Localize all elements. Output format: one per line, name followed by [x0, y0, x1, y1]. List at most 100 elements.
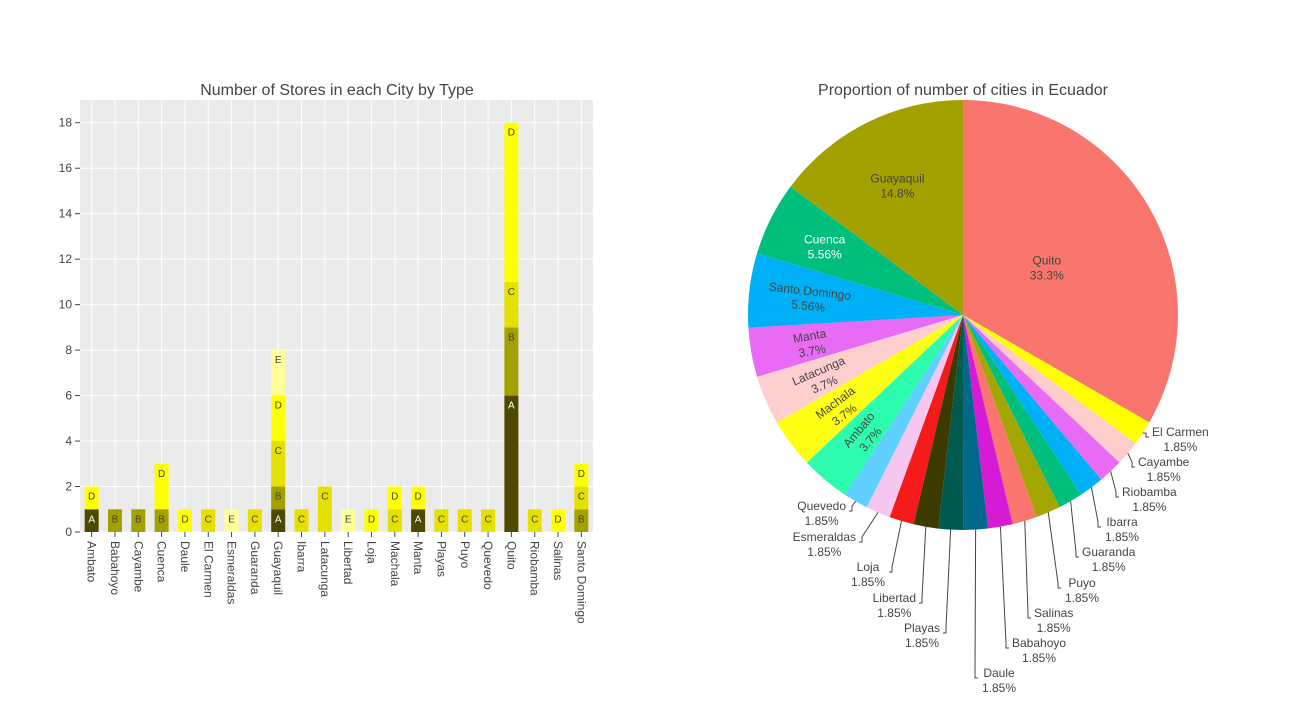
x-tick-label: Babahoyo [108, 541, 122, 595]
bar-segment [387, 486, 402, 510]
pie-slice-percent: 1.85% [877, 606, 911, 620]
pie-slice-percent: 1.85% [1132, 500, 1166, 514]
y-tick-label: 14 [59, 207, 73, 221]
pie-slice-percent: 3.7% [797, 342, 827, 361]
pie-slice [963, 315, 1136, 463]
pie-slice-percent: 1.85% [1037, 621, 1071, 635]
bar-segment-label: D [88, 492, 95, 503]
y-tick-label: 6 [65, 389, 72, 403]
pie-slice-percent: 1.85% [1065, 591, 1099, 605]
x-tick-label: Cuenca [155, 541, 169, 583]
bar-segment [551, 509, 566, 532]
pie-slice-label: El Carmen [1152, 425, 1209, 439]
bar-segment [527, 509, 542, 532]
bar-segment-label: B [135, 514, 142, 525]
bar-segment [574, 509, 589, 532]
bar-segment [504, 122, 519, 282]
pie-slice-label: Puyo [1068, 576, 1096, 590]
pie-slice-label: Quevedo [797, 499, 846, 513]
pie-slice-percent: 14.8% [880, 186, 914, 200]
pie-slice [757, 315, 963, 423]
y-tick-label: 18 [59, 116, 73, 130]
pie-slice-percent: 1.85% [805, 514, 839, 528]
x-tick-label: Quito [504, 541, 518, 570]
pie-slice [757, 186, 963, 315]
bar-segment [294, 509, 309, 532]
pie-slice-label: Riobamba [1122, 485, 1177, 499]
bar-segment [574, 463, 589, 487]
bar-segment-label: D [578, 469, 585, 480]
x-tick-label: Playas [434, 541, 448, 577]
pie-slice [963, 315, 1102, 495]
bar-chart: 024681012141618ADAmbatoBBabahoyoBCayambe… [59, 100, 593, 624]
x-tick-label: Manta [411, 541, 425, 575]
bar-segment [201, 509, 216, 532]
pie-slice-label: Salinas [1034, 606, 1073, 620]
y-tick-label: 4 [65, 434, 72, 448]
bar-segment [504, 281, 519, 328]
bar-segment [154, 509, 169, 532]
y-tick-label: 16 [59, 161, 73, 175]
pie-leader-line [974, 529, 978, 679]
bar-segment-label: C [461, 514, 468, 525]
pie-slice [963, 315, 1150, 444]
bar-segment [224, 509, 239, 532]
bar-segment [177, 509, 192, 532]
bar-segment-label: D [181, 514, 188, 525]
pie-slice [963, 315, 1060, 517]
bar-segment [411, 509, 426, 532]
pie-slice-label: Manta [792, 326, 828, 346]
bar-segment [341, 509, 356, 532]
bar-segment-label: C [251, 514, 258, 525]
bar-segment-label: B [275, 492, 282, 503]
pie-slice-label: Ibarra [1106, 515, 1138, 529]
pie-leader-line [999, 526, 1009, 649]
pie-slice-label: Loja [857, 560, 880, 574]
pie-slice-label: Cuenca [804, 233, 846, 247]
bar-segment-label: D [158, 469, 165, 480]
pie-slice-percent: 5.56% [790, 297, 826, 315]
pie-slice-percent: 1.85% [1092, 560, 1126, 574]
pie-slice-percent: 33.3% [1030, 269, 1064, 283]
pie-slice-label: Daule [983, 666, 1015, 680]
pie-slice-label: Playas [904, 621, 940, 635]
pie-slice [844, 315, 963, 508]
bar-segment-label: A [415, 514, 422, 525]
pie-slice [790, 100, 963, 315]
bar-segment [247, 509, 262, 532]
bar-segment-label: B [578, 514, 585, 525]
x-tick-label: Guayaquil [271, 541, 285, 595]
pie-slice [866, 315, 963, 518]
y-tick-label: 12 [59, 252, 73, 266]
y-tick-label: 10 [59, 298, 73, 312]
bar-segment [574, 486, 589, 510]
bar-segment-label: C [298, 514, 305, 525]
pie-leader-line [859, 512, 879, 543]
y-tick-label: 2 [65, 480, 72, 494]
x-tick-label: Salinas [551, 541, 565, 580]
pie-slice [963, 315, 1037, 525]
bar-segment-label: C [508, 287, 515, 298]
pie-leader-line [849, 500, 857, 512]
x-tick-label: Ambato [85, 541, 99, 583]
pie-leader-line [1024, 520, 1031, 619]
pie-slice-percent: 1.85% [1105, 530, 1139, 544]
bar-segment [481, 509, 496, 532]
bar-segment [271, 350, 286, 396]
x-tick-label: Puyo [458, 541, 472, 569]
bar-segment [317, 486, 332, 532]
pie-slice-percent: 1.85% [905, 636, 939, 650]
y-tick-label: 0 [65, 525, 72, 539]
bar-segment [84, 509, 99, 532]
pie-slice-label: Libertad [873, 591, 916, 605]
pie-slice [889, 315, 963, 525]
bar-segment-label: D [368, 514, 375, 525]
pie-slice-percent: 5.56% [808, 248, 842, 262]
pie-slice [748, 253, 963, 328]
x-tick-label: Cayambe [131, 541, 145, 593]
bar-segment-label: C [484, 514, 491, 525]
bar-segment [271, 441, 286, 487]
